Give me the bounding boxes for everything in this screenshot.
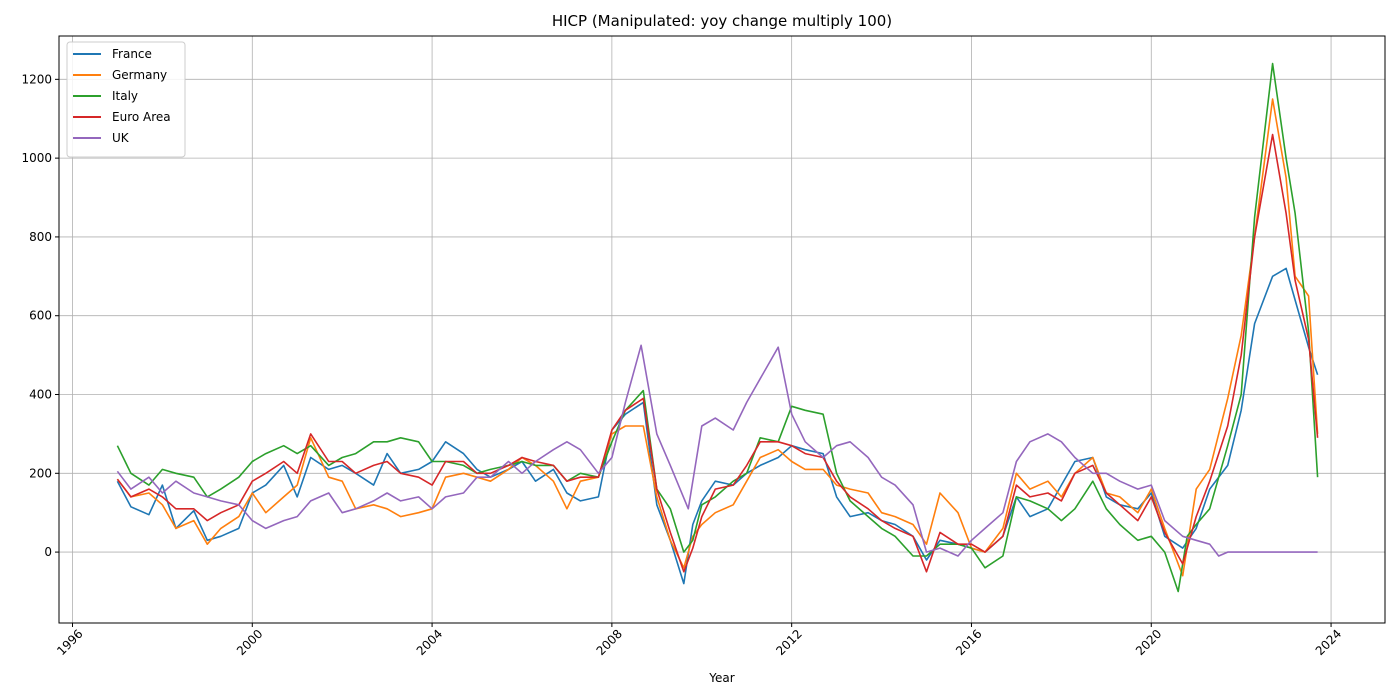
- grid: [59, 36, 1385, 623]
- y-tick-label: 200: [29, 466, 52, 480]
- series-group: [116, 62, 1319, 593]
- y-tick-label: 0: [44, 545, 52, 559]
- legend-label: Italy: [112, 89, 138, 103]
- y-axis: 0 200 400 600 800 1000 1200: [21, 72, 59, 559]
- chart-title: HICP (Manipulated: yoy change multiply 1…: [552, 12, 892, 30]
- series-line-uk: [116, 344, 1318, 557]
- legend-box: [66, 41, 186, 158]
- x-axis-label: Year: [708, 671, 734, 685]
- legend: France Germany Italy Euro Area UK: [66, 41, 186, 158]
- series-line-euro-area: [116, 133, 1319, 573]
- legend-label: Euro Area: [112, 110, 171, 124]
- y-tick-label: 400: [29, 388, 52, 402]
- y-tick-label: 600: [29, 309, 52, 323]
- legend-label: Germany: [112, 68, 167, 82]
- plot-frame: [58, 35, 1386, 624]
- series-line-germany: [116, 98, 1319, 577]
- y-tick-label: 1000: [21, 151, 52, 165]
- y-tick-label: 1200: [21, 72, 52, 86]
- series-line-italy: [116, 62, 1319, 593]
- legend-label: France: [112, 47, 152, 61]
- y-tick-label: 800: [29, 230, 52, 244]
- legend-label: UK: [112, 131, 130, 145]
